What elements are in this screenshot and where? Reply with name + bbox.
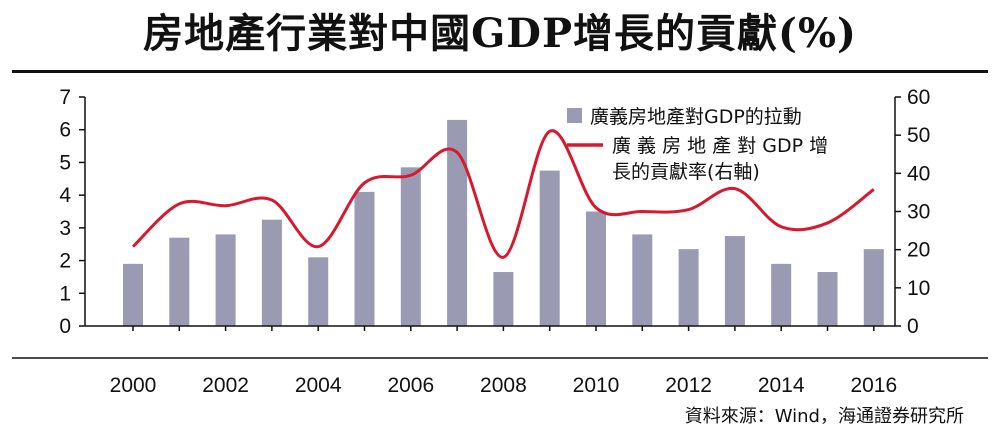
bar-2010 xyxy=(586,211,606,326)
right-tick-label: 50 xyxy=(907,124,930,147)
left-tick-label: 4 xyxy=(59,184,71,207)
bar-2005 xyxy=(354,191,375,326)
left-tick-label: 0 xyxy=(59,315,71,338)
x-tick-label: 2004 xyxy=(295,374,342,397)
left-tick-label: 5 xyxy=(59,151,71,174)
title-underline xyxy=(12,70,988,73)
legend-line-label-2: 長的貢獻率(右軸) xyxy=(612,161,760,183)
bar-2012 xyxy=(678,249,699,326)
x-tick-label: 2010 xyxy=(573,374,620,397)
x-tick-label: 2002 xyxy=(202,374,249,397)
left-tick-label: 6 xyxy=(59,119,71,142)
x-tick-label: 2016 xyxy=(850,374,897,397)
right-tick-label: 20 xyxy=(907,239,930,262)
legend-bar-swatch xyxy=(567,108,582,123)
x-tick-label: 2000 xyxy=(110,374,157,397)
line-series xyxy=(131,129,875,259)
source-note: 資料來源：Wind，海通證券研究所 xyxy=(684,406,964,427)
x-tick-label: 2008 xyxy=(480,374,527,397)
bar-2002 xyxy=(215,234,236,326)
chart-title: 房地產行業對中國GDP增長的貢獻(%) xyxy=(143,10,857,57)
legend-bar-label: 廣義房地產對GDP的拉動 xyxy=(590,106,802,128)
bar-2001 xyxy=(169,237,190,326)
left-tick-label: 1 xyxy=(59,282,71,305)
bar-2003 xyxy=(261,219,282,326)
bar-series xyxy=(123,119,884,327)
bar-2016 xyxy=(863,249,884,326)
x-tick-label: 2006 xyxy=(387,374,434,397)
bar-2013 xyxy=(724,236,745,326)
bar-2000 xyxy=(123,263,143,326)
left-axis-ticks: 0 1 2 3 4 5 6 7 xyxy=(59,86,85,338)
left-tick-label: 3 xyxy=(59,217,71,240)
x-tick-label: 2014 xyxy=(758,374,805,397)
bar-2009 xyxy=(539,170,560,326)
right-tick-label: 10 xyxy=(907,277,930,300)
bar-2011 xyxy=(632,234,653,326)
right-axis-ticks: 0 10 20 30 40 50 60 xyxy=(895,86,930,338)
bar-2014 xyxy=(771,263,792,326)
x-axis-ticks: 2000 2002 2004 2006 2008 2010 2012 2014 2016 xyxy=(110,326,897,397)
bar-2008 xyxy=(493,272,514,326)
bar-2007 xyxy=(447,119,468,327)
bar-2015 xyxy=(817,272,838,326)
legend-line-label-1: 廣 義 房 地 產 對 GDP 增 xyxy=(612,135,828,157)
left-tick-label: 2 xyxy=(59,250,71,273)
bar-2006 xyxy=(400,167,421,326)
right-tick-label: 0 xyxy=(907,315,919,338)
right-tick-label: 30 xyxy=(907,201,930,224)
right-tick-label: 40 xyxy=(907,162,930,185)
bar-2004 xyxy=(308,257,329,326)
right-tick-label: 60 xyxy=(907,86,930,109)
left-tick-label: 7 xyxy=(59,86,71,109)
x-tick-label: 2012 xyxy=(665,374,712,397)
